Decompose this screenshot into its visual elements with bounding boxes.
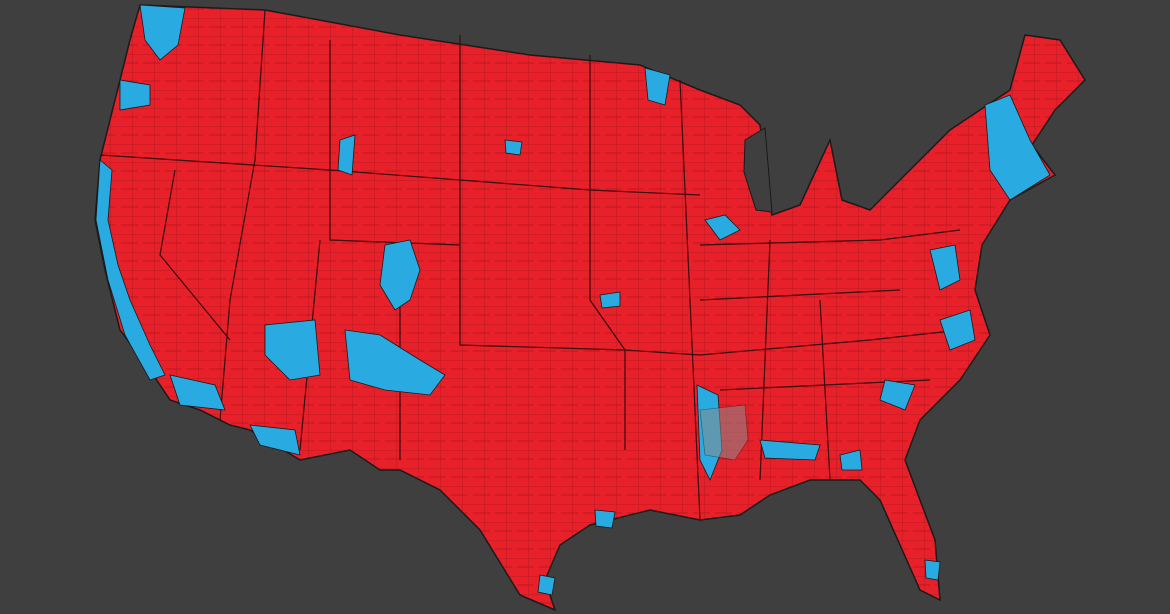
county-region (839, 449, 863, 471)
county-region (95, 159, 166, 381)
county-region (169, 374, 226, 411)
county-region (984, 94, 1051, 201)
county-region (119, 79, 151, 111)
county-region (929, 244, 961, 291)
county-region (759, 439, 821, 461)
county-region (379, 239, 421, 311)
county-region (249, 424, 301, 456)
county-region (599, 291, 621, 309)
state-borders (99, 9, 961, 521)
county-region (264, 319, 321, 381)
county-region (344, 329, 446, 396)
lake (743, 127, 773, 213)
no-data-counties (699, 404, 749, 461)
county-region (537, 574, 556, 596)
county-region (594, 509, 616, 529)
county-region (879, 379, 916, 411)
county-region (139, 4, 186, 61)
county-region (704, 214, 741, 241)
county-region (644, 67, 671, 106)
blue-counties (95, 4, 1051, 596)
county-region (337, 134, 356, 176)
county-region (939, 309, 976, 351)
county-region (924, 559, 941, 581)
county-region (504, 139, 523, 156)
